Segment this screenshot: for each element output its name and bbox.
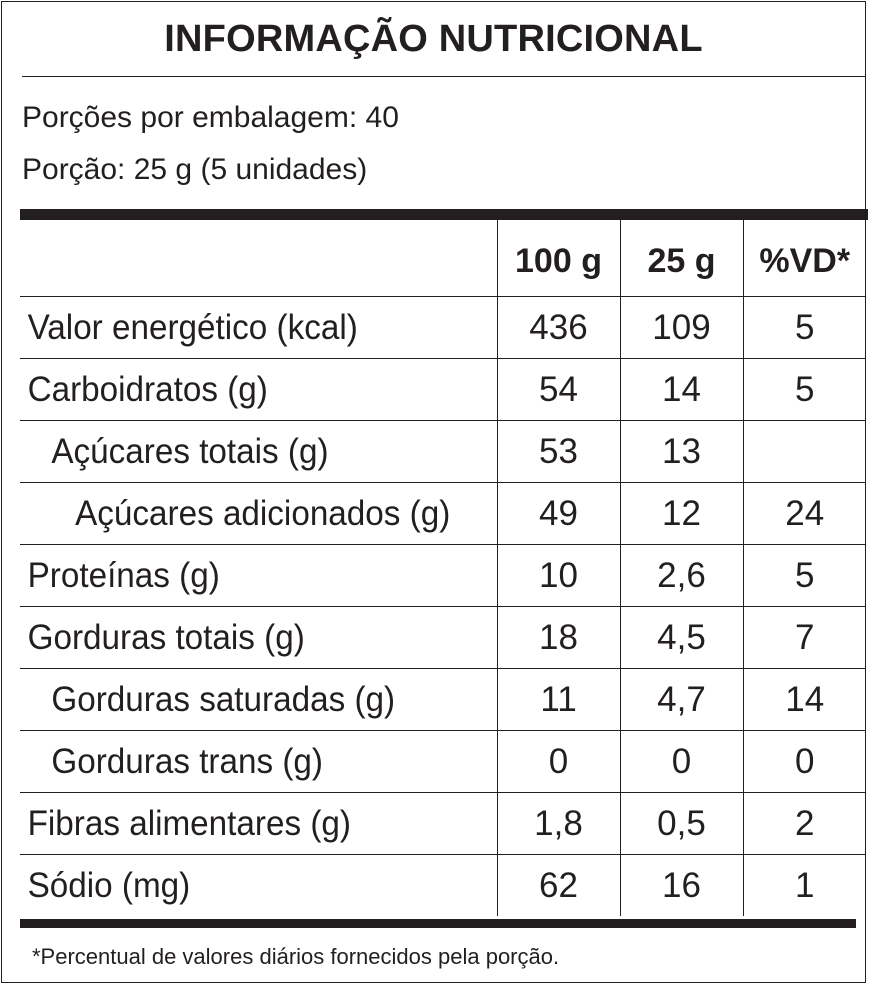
nutrient-label: Carboidratos (g) [20,358,474,421]
panel-title: INFORMAÇÃO NUTRICIONAL [164,17,703,60]
serving-size: Porção: 25 g (5 unidades) [22,153,368,186]
value-per-serving: 4,5 [619,606,743,669]
nutrient-label: Proteínas (g) [20,544,474,607]
value-daily-percent [742,420,866,483]
nutrient-label: Sódio (mg) [20,854,474,916]
nutrient-label: Fibras alimentares (g) [20,792,474,855]
value-daily-percent: 5 [742,358,866,421]
table-row: Carboidratos (g) 54 14 5 [20,358,866,421]
nutrient-label: Gorduras saturadas (g) [20,668,474,731]
value-daily-percent: 2 [742,792,866,855]
nutrient-label: Valor energético (kcal) [20,296,474,359]
value-per-serving: 0,5 [619,792,743,855]
value-per-100g: 49 [496,482,620,545]
nutrition-table: 100 g 25 g %VD* Valor energético (kcal) … [20,220,866,916]
thick-divider-top [20,209,868,220]
value-per-100g: 0 [496,730,620,793]
value-per-100g: 54 [496,358,620,421]
value-daily-percent: 5 [742,296,866,359]
table-row: Gorduras trans (g) 0 0 0 [20,730,866,793]
value-daily-percent: 0 [742,730,866,793]
table-row: Valor energético (kcal) 436 109 5 [20,296,866,359]
value-per-serving: 0 [619,730,743,793]
value-per-serving: 2,6 [619,544,743,607]
table-row: Gorduras totais (g) 18 4,5 7 [20,606,866,669]
value-daily-percent: 7 [742,606,866,669]
value-per-100g: 10 [496,544,620,607]
thick-divider-bottom [20,919,856,928]
value-per-serving: 109 [619,296,743,359]
value-daily-percent: 24 [742,482,866,545]
value-per-100g: 1,8 [496,792,620,855]
value-per-100g: 18 [496,606,620,669]
table-header-row: 100 g 25 g %VD* [20,220,866,297]
nutrient-label: Gorduras trans (g) [20,730,474,793]
header-per-serving: 25 g [619,220,743,297]
value-daily-percent: 1 [742,854,866,916]
header-per-100g: 100 g [496,220,620,297]
value-per-100g: 436 [496,296,620,359]
table-row: Sódio (mg) 62 16 1 [20,854,866,916]
value-per-100g: 53 [496,420,620,483]
nutrient-label: Açúcares totais (g) [20,420,474,483]
value-daily-percent: 5 [742,544,866,607]
value-per-serving: 13 [619,420,743,483]
title-divider [22,76,865,77]
table-row: Açúcares totais (g) 53 13 [20,420,866,483]
table-row: Açúcares adicionados (g) 49 12 24 [20,482,866,545]
nutrient-label: Gorduras totais (g) [20,606,474,669]
value-per-100g: 62 [496,854,620,916]
table-row: Gorduras saturadas (g) 11 4,7 14 [20,668,866,731]
table-row: Proteínas (g) 10 2,6 5 [20,544,866,607]
value-per-serving: 12 [619,482,743,545]
servings-per-package: Porções por embalagem: 40 [22,101,399,134]
table-row: Fibras alimentares (g) 1,8 0,5 2 [20,792,866,855]
value-per-serving: 4,7 [619,668,743,731]
nutrient-label: Açúcares adicionados (g) [20,482,474,545]
header-daily-value: %VD* [742,220,866,297]
value-per-serving: 14 [619,358,743,421]
value-per-100g: 11 [496,668,620,731]
header-label-cell [20,220,497,297]
footnote: *Percentual de valores diários fornecido… [32,944,560,969]
value-per-serving: 16 [619,854,743,916]
value-daily-percent: 14 [742,668,866,731]
